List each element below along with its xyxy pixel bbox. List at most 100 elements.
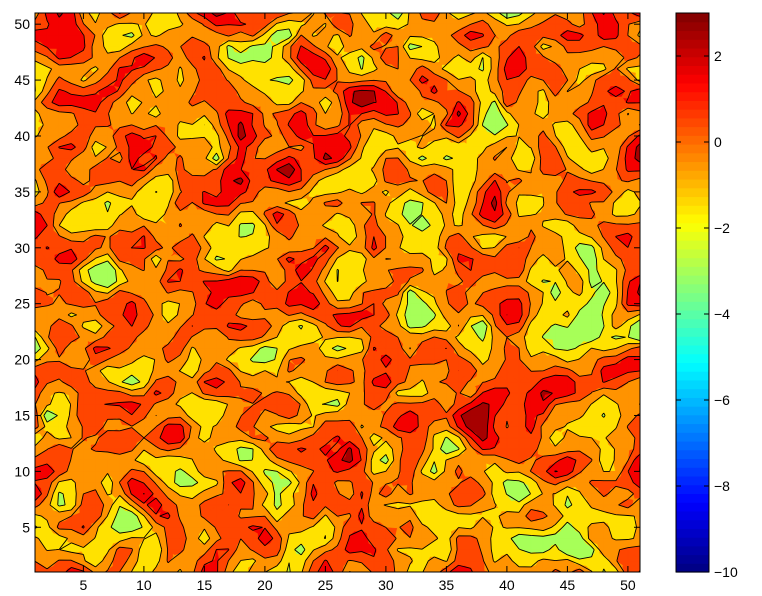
colorbar-swatch (676, 248, 709, 259)
colorbar-swatch (676, 91, 709, 101)
colorbar-swatch (676, 170, 709, 180)
x-axis: 5 10 15 20 25 30 35 40 45 50 (80, 13, 636, 593)
x-tick-label: 5 (80, 577, 88, 593)
contour-fill-layer (35, 13, 640, 572)
colorbar-swatch (676, 144, 709, 154)
colorbar-swatch (676, 423, 709, 433)
colorbar-swatch (676, 484, 709, 494)
y-tick-label: 30 (14, 240, 30, 256)
colorbar-swatch (676, 21, 709, 32)
y-tick-label: 45 (14, 72, 30, 88)
colorbar-swatch (676, 397, 709, 407)
colorbar-swatch (676, 318, 709, 329)
colorbar-swatch (676, 327, 709, 337)
x-tick-label: 10 (136, 577, 152, 593)
colorbar: −10 −8 −6 −4 −2 0 2 (675, 12, 738, 580)
colorbar-swatch (676, 231, 709, 241)
contour-lines-layer (35, 13, 640, 572)
y-tick-label: 40 (14, 128, 30, 144)
colorbar-swatch (676, 493, 709, 503)
colorbar-swatch (676, 213, 709, 224)
y-tick-label: 15 (14, 407, 30, 423)
colorbar-swatch (676, 152, 709, 163)
colorbar-tick-label: −8 (714, 478, 730, 494)
colorbar-swatch (676, 353, 709, 363)
colorbar-swatch (676, 56, 709, 67)
colorbar-swatch (676, 222, 709, 232)
colorbar-swatch (676, 414, 709, 425)
colorbar-swatch (676, 100, 709, 110)
colorbar-swatch (676, 82, 709, 93)
colorbar-swatch (676, 388, 709, 398)
colorbar-swatch (676, 301, 709, 311)
y-tick-label: 10 (14, 463, 30, 479)
x-tick-label: 30 (378, 577, 394, 593)
colorbar-swatch (676, 65, 709, 75)
contour-line (35, 13, 640, 572)
colorbar-swatch (676, 554, 709, 564)
colorbar-swatch (676, 528, 709, 538)
colorbar-swatch (676, 266, 709, 276)
colorbar-swatch (676, 545, 709, 556)
colorbar-swatch (676, 379, 709, 390)
colorbar-swatch (676, 196, 709, 206)
colorbar-tick-label: 0 (714, 134, 722, 150)
colorbar-tick-label: 2 (714, 48, 722, 64)
x-tick-label: 50 (620, 577, 636, 593)
colorbar-swatch (676, 537, 709, 547)
colorbar-tick-label: −4 (714, 306, 730, 322)
colorbar-swatch (676, 39, 709, 49)
colorbar-tick-label: −2 (714, 220, 730, 236)
y-tick-label: 20 (14, 352, 30, 368)
colorbar-swatch (676, 510, 709, 521)
colorbar-swatch (676, 432, 709, 442)
y-tick-label: 5 (22, 519, 30, 535)
y-axis: 5 10 15 20 25 30 35 40 45 50 (14, 16, 640, 535)
colorbar-swatch (676, 117, 709, 128)
y-tick-label: 25 (14, 296, 30, 312)
colorbar-swatch (676, 161, 709, 171)
colorbar-swatch (676, 135, 709, 145)
colorbar-swatch (676, 440, 709, 451)
colorbar-swatch (676, 275, 709, 285)
colorbar-swatch (676, 371, 709, 381)
x-tick-label: 15 (197, 577, 213, 593)
colorbar-swatch (676, 309, 709, 320)
x-tick-label: 45 (560, 577, 576, 593)
colorbar-swatch (676, 126, 709, 136)
colorbar-swatch (676, 187, 709, 198)
x-tick-label: 20 (257, 577, 273, 593)
contour-line (35, 13, 640, 572)
x-tick-label: 40 (499, 577, 515, 593)
colorbar-swatch (676, 449, 709, 460)
colorbar-swatch (676, 563, 709, 573)
colorbar-swatch (676, 30, 709, 40)
colorbar-swatch (676, 178, 709, 189)
colorbar-swatch (676, 502, 709, 512)
x-tick-label: 35 (439, 577, 455, 593)
contour-line (35, 13, 640, 572)
colorbar-swatch (676, 344, 709, 355)
colorbar-swatch (676, 74, 709, 84)
contour-plot-area (34, 12, 641, 573)
colorbar-swatch (676, 283, 709, 294)
colorbar-swatch (676, 475, 709, 486)
colorbar-swatch (676, 467, 709, 477)
y-tick-label: 35 (14, 184, 30, 200)
colorbar-tick-label: −6 (714, 392, 730, 408)
colorbar-tick-label: −10 (714, 564, 738, 580)
colorbar-swatch (676, 240, 709, 250)
colorbar-swatch (676, 458, 709, 468)
colorbar-swatch (676, 47, 709, 58)
y-tick-label: 50 (14, 16, 30, 32)
plot-frame (34, 12, 641, 573)
colorbar-swatch (676, 362, 709, 372)
colorbar-swatch (676, 519, 709, 529)
colorbar-swatch (676, 292, 709, 302)
colorbar-swatch (676, 205, 709, 215)
colorbar-swatch (676, 336, 709, 346)
x-tick-label: 25 (318, 577, 334, 593)
colorbar-swatch (676, 109, 709, 119)
colorbar-swatch (676, 257, 709, 267)
